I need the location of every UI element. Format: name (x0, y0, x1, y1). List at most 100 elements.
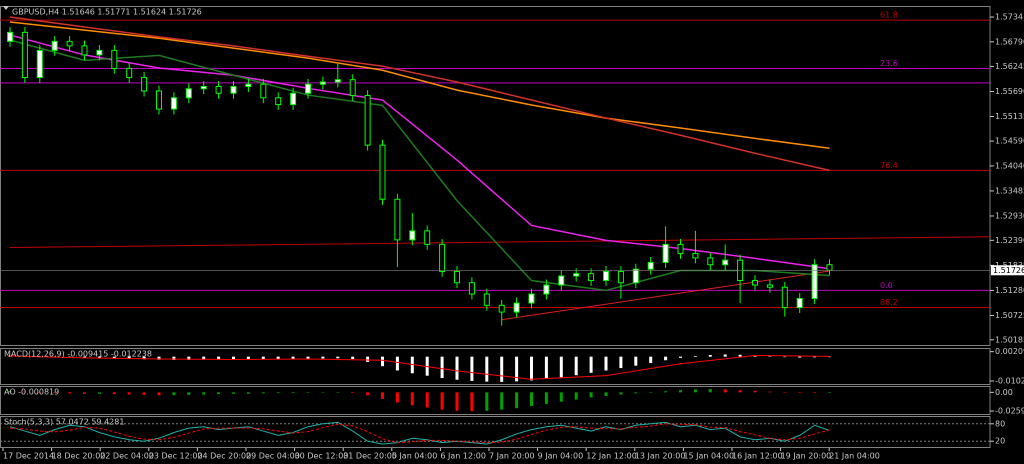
histogram-bar (217, 392, 221, 395)
trend-line (9, 236, 991, 249)
histogram-bar (589, 356, 593, 373)
candle-body (617, 270, 624, 284)
y-tick-label: 1.55135 (995, 112, 1024, 121)
candle-body (752, 279, 758, 286)
moving-average (9, 16, 830, 172)
histogram-bar (291, 356, 295, 360)
x-tick-label: 5 Jan 04:00 (392, 452, 438, 461)
histogram-bar (485, 356, 489, 382)
candle-body (632, 268, 639, 284)
stoch-line (9, 421, 830, 445)
y-tick-label: 1.52930 (995, 211, 1024, 220)
histogram-bar (276, 356, 280, 360)
histogram-bar (798, 392, 802, 393)
histogram-bar (217, 356, 221, 360)
y-tick-label: 1.5734 (995, 13, 1023, 22)
candle-body (275, 97, 282, 106)
histogram-bar (574, 356, 578, 376)
histogram-bar (306, 356, 310, 359)
candle-body (483, 293, 490, 306)
candle-body (215, 85, 222, 94)
x-tick-label: 6 Jan 12:00 (440, 452, 486, 461)
histogram-bar (708, 389, 712, 393)
x-tick-label: 29 Dec 04:00 (246, 452, 300, 461)
histogram-bar (351, 392, 355, 394)
last-price-label: 1.51726 (993, 266, 1024, 275)
histogram-bar (127, 392, 131, 395)
candle-body (305, 83, 311, 94)
candle-body (439, 243, 446, 272)
x-tick-label: 17 Dec 2014 (3, 452, 54, 461)
candle-body (81, 45, 88, 56)
histogram-bar (321, 392, 325, 393)
histogram-bar (813, 392, 817, 393)
y-tick-label: 1.53485 (995, 186, 1024, 195)
histogram-bar (634, 356, 638, 366)
histogram-bar (604, 392, 608, 396)
histogram-bar (23, 391, 27, 393)
histogram-bar (515, 392, 519, 409)
y-tick-label: 1.54040 (995, 161, 1024, 170)
candle-body (260, 83, 267, 99)
histogram-bar (97, 392, 101, 394)
x-tick-label: 15 Jan 04:00 (683, 452, 734, 461)
histogram-bar (515, 356, 519, 382)
histogram-bar (455, 356, 459, 380)
histogram-bar (693, 355, 697, 357)
histogram-bar (8, 390, 12, 393)
histogram-bar (112, 356, 116, 359)
panel-frame (0, 6, 991, 346)
histogram-bar (500, 392, 504, 410)
histogram-bar (738, 354, 742, 357)
histogram-bar (425, 392, 429, 408)
histogram-bar (157, 356, 161, 360)
histogram-bar (291, 392, 295, 394)
histogram-bar (97, 356, 101, 359)
histogram-bar (649, 356, 653, 364)
y-tick-label: 1.52390 (995, 236, 1024, 245)
title-arrow (3, 6, 9, 10)
histogram-bar (664, 356, 668, 361)
candle-body (36, 49, 43, 78)
panel-title: GBPUSD,H4 1.51646 1.51771 1.51624 1.5172… (12, 8, 202, 17)
candle-body (349, 79, 356, 97)
y-tick-label: -0.01024 (995, 377, 1024, 386)
candle-body (826, 264, 833, 271)
x-tick-label: 16 Jan 12:00 (732, 452, 783, 461)
histogram-bar (172, 356, 176, 360)
histogram-bar (381, 356, 384, 367)
x-tick-label: 18 Dec 20:00 (52, 452, 106, 461)
candle-body (200, 85, 207, 90)
panel-title: Stoch(5,3,3) 57.0472 59.4281 (4, 418, 124, 427)
histogram-bar (127, 356, 131, 359)
histogram-bar (246, 392, 250, 394)
histogram-bar (261, 392, 265, 394)
candle-body (111, 49, 118, 69)
histogram-bar (53, 392, 57, 394)
panel-frame (0, 386, 991, 415)
candle-body (468, 282, 475, 295)
histogram-bar (544, 392, 548, 404)
histogram-bar (530, 392, 533, 407)
histogram-bar (738, 390, 742, 393)
histogram-bar (723, 354, 727, 357)
candle-body (528, 293, 535, 304)
histogram-bar (187, 392, 191, 395)
histogram-bar (232, 356, 235, 360)
candle-body (677, 243, 684, 254)
histogram-bar (530, 356, 533, 381)
histogram-bar (336, 391, 340, 393)
panel-frame (0, 348, 991, 385)
y-tick-label: 1.50725 (995, 311, 1024, 320)
y-tick-label: 80 (995, 419, 1005, 428)
histogram-bar (500, 356, 504, 382)
moving-average (9, 34, 830, 270)
last-price-tag (991, 265, 1024, 276)
histogram-bar (634, 392, 638, 394)
candle-body (185, 88, 192, 99)
candle-body (319, 81, 326, 85)
candle-body (245, 83, 252, 87)
candle-body (409, 230, 416, 241)
candle-body (379, 144, 386, 200)
histogram-bar (232, 392, 235, 394)
